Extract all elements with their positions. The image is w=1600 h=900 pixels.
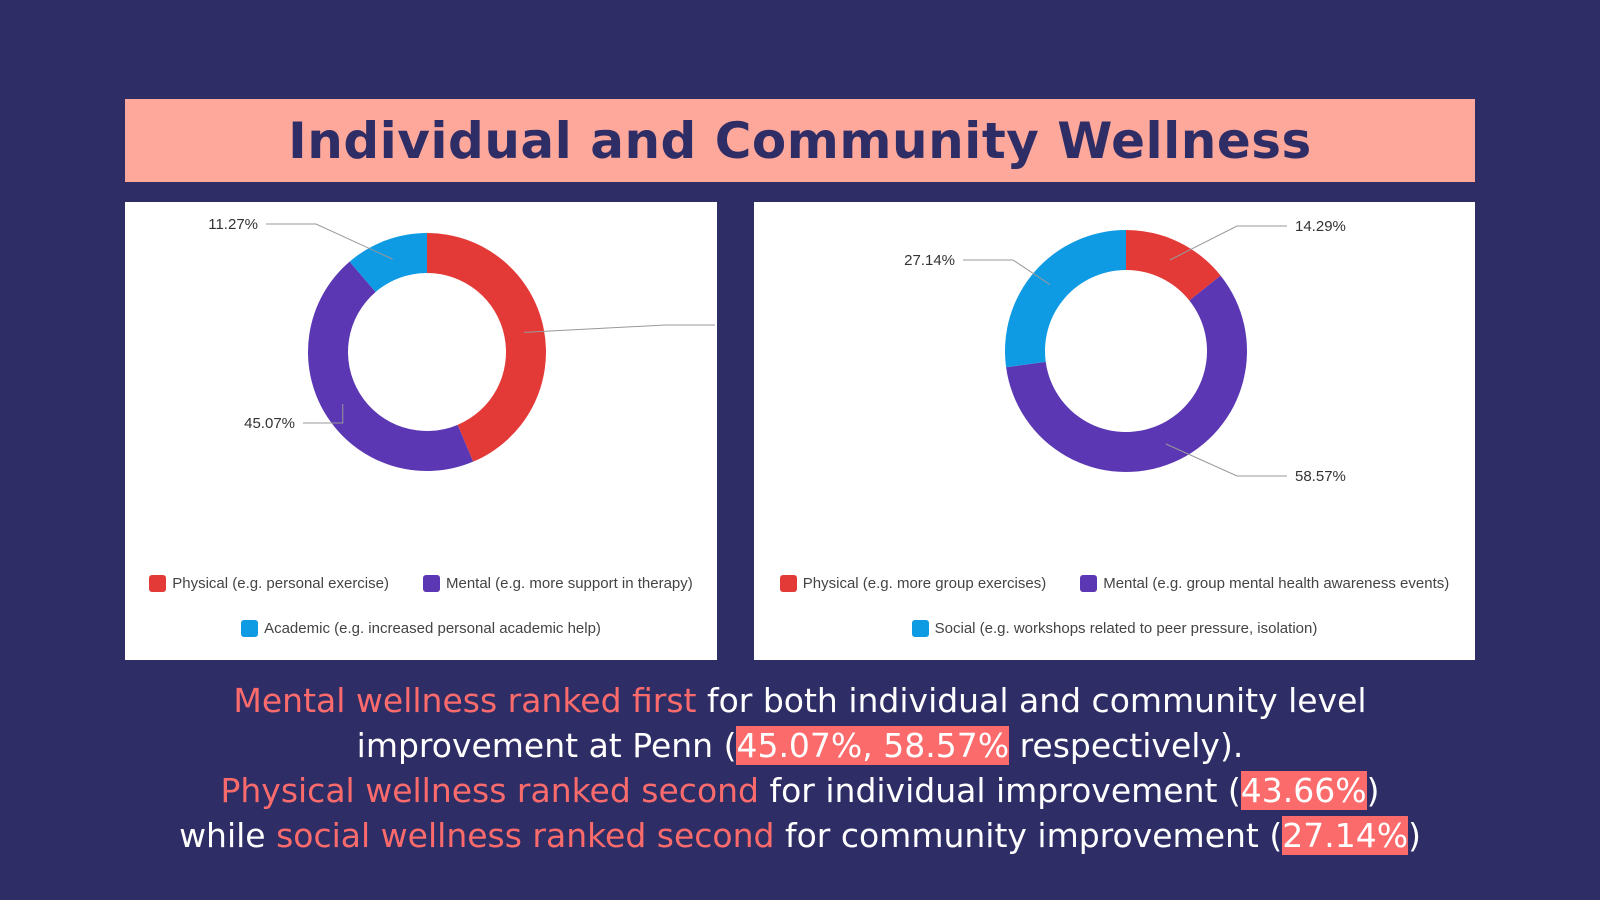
data-label-physical: 14.29% [1295, 218, 1346, 235]
legend-item-mental[interactable]: Mental (e.g. more support in therapy) [422, 575, 693, 592]
donut-slice-social[interactable] [1005, 230, 1126, 368]
summary-text-3b: ) [1366, 771, 1380, 810]
data-label-mental: 45.07% [244, 415, 295, 432]
legend-label-academic: Academic (e.g. increased personal academ… [264, 620, 601, 637]
donut-slice-mental[interactable] [1006, 275, 1247, 473]
donut-slice-academic[interactable] [349, 233, 427, 292]
summary-text-2a: improvement at Penn ( [356, 726, 737, 765]
legend-label-social: Social (e.g. workshops related to peer p… [934, 620, 1318, 637]
page-title: Individual and Community Wellness [288, 111, 1312, 170]
legend-item-physical[interactable]: Physical (e.g. more group exercises) [779, 575, 1047, 592]
legend-swatch-social [911, 620, 929, 637]
individual-donut-chart: 43.66%45.07%11.27% [208, 216, 715, 472]
leader-line-physical [1169, 225, 1287, 261]
data-label-social: 27.14% [904, 252, 955, 269]
legend-row-1: Physical (e.g. personal exercise) Mental… [125, 575, 717, 592]
summary-highlight-physical: 43.66% [1240, 771, 1367, 810]
individual-chart-panel: 43.66%45.07%11.27% Physical (e.g. person… [125, 202, 717, 660]
donut-slice-mental[interactable] [308, 261, 474, 472]
leader-line-physical [524, 324, 715, 333]
legend-swatch-mental [422, 575, 440, 592]
legend-row-2: Social (e.g. workshops related to peer p… [754, 620, 1475, 637]
summary-text-4c: ) [1408, 816, 1421, 855]
summary-accent-physical: Physical wellness ranked second [220, 771, 759, 810]
leader-line-social [963, 259, 1051, 285]
legend-swatch-academic [241, 620, 259, 637]
donut-slice-physical[interactable] [427, 233, 547, 462]
data-label-academic: 11.27% [208, 216, 258, 233]
leader-line-mental [1165, 443, 1287, 477]
legend-swatch-physical [779, 575, 797, 592]
summary-line-1: Mental wellness ranked first for both in… [0, 678, 1600, 723]
summary-line-3: Physical wellness ranked second for indi… [0, 768, 1600, 813]
legend-row-1: Physical (e.g. more group exercises) Men… [754, 575, 1475, 592]
legend-label-physical: Physical (e.g. personal exercise) [172, 575, 389, 592]
summary-accent-mental: Mental wellness ranked first [233, 681, 697, 720]
legend-swatch-mental [1080, 575, 1098, 592]
legend-item-academic[interactable]: Academic (e.g. increased personal academ… [241, 620, 601, 637]
donut-slice-physical[interactable] [1126, 230, 1221, 301]
summary-text-3a: for individual improvement ( [759, 771, 1241, 810]
legend-label-mental: Mental (e.g. more support in therapy) [445, 575, 693, 592]
legend-swatch-physical [149, 575, 167, 592]
community-chart-panel: 14.29% 58.57% 27.14% Physical (e.g. more g… [754, 202, 1475, 660]
summary-highlight-mental: 45.07%, 58.57% [736, 726, 1010, 765]
data-label-mental: 58.57% [1295, 468, 1346, 485]
summary-line-2: improvement at Penn (45.07%, 58.57% resp… [0, 723, 1600, 768]
legend-item-social[interactable]: Social (e.g. workshops related to peer p… [911, 620, 1318, 637]
legend-row-2: Academic (e.g. increased personal academ… [125, 620, 717, 637]
community-donut-chart: 14.29% 58.57% 27.14% [904, 218, 1346, 485]
summary-accent-social: social wellness ranked second [276, 816, 775, 855]
summary-line-4: while social wellness ranked second for … [0, 813, 1600, 858]
legend-item-physical[interactable]: Physical (e.g. personal exercise) [149, 575, 389, 592]
title-banner: Individual and Community Wellness [125, 99, 1475, 182]
summary-text-4a: while [179, 816, 277, 855]
summary-text-4b: for community improvement ( [774, 816, 1283, 855]
legend-label-mental: Mental (e.g. group mental health awarene… [1103, 575, 1450, 592]
summary-highlight-social: 27.14% [1282, 816, 1409, 855]
leader-line-academic [266, 223, 393, 260]
summary-text-1: for both individual and community level [696, 681, 1367, 720]
legend-label-physical: Physical (e.g. more group exercises) [802, 575, 1047, 592]
summary-text: Mental wellness ranked first for both in… [0, 678, 1600, 858]
summary-text-2b: respectively). [1009, 726, 1244, 765]
leader-line-mental [303, 404, 344, 424]
legend-item-mental[interactable]: Mental (e.g. group mental health awarene… [1080, 575, 1449, 592]
